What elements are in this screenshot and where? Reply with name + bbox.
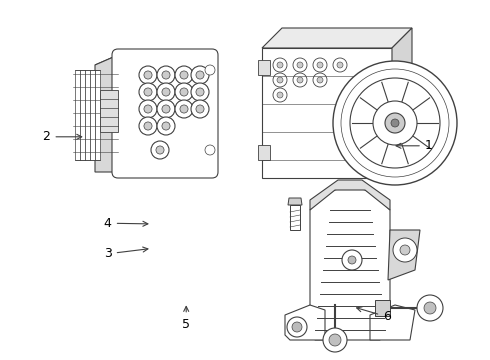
- Polygon shape: [310, 185, 390, 340]
- Circle shape: [317, 62, 323, 68]
- Polygon shape: [375, 300, 390, 316]
- Polygon shape: [290, 205, 300, 230]
- Text: 5: 5: [182, 306, 190, 330]
- Circle shape: [144, 122, 152, 130]
- Circle shape: [277, 62, 283, 68]
- Circle shape: [333, 61, 457, 185]
- Circle shape: [273, 58, 287, 72]
- Polygon shape: [355, 105, 370, 140]
- Circle shape: [175, 66, 193, 84]
- Circle shape: [180, 105, 188, 113]
- Circle shape: [297, 77, 303, 83]
- Polygon shape: [258, 60, 270, 75]
- Circle shape: [139, 100, 157, 118]
- Circle shape: [273, 88, 287, 102]
- FancyBboxPatch shape: [112, 49, 218, 178]
- Polygon shape: [285, 305, 325, 340]
- Circle shape: [277, 92, 283, 98]
- Text: 3: 3: [104, 247, 148, 260]
- Circle shape: [313, 58, 327, 72]
- Polygon shape: [95, 55, 118, 172]
- Circle shape: [191, 83, 209, 101]
- Text: 6: 6: [357, 307, 391, 323]
- Circle shape: [162, 122, 170, 130]
- Circle shape: [157, 66, 175, 84]
- Circle shape: [144, 71, 152, 79]
- Circle shape: [293, 73, 307, 87]
- Circle shape: [156, 146, 164, 154]
- Circle shape: [157, 100, 175, 118]
- Polygon shape: [258, 145, 270, 160]
- Polygon shape: [85, 70, 90, 160]
- Circle shape: [196, 88, 204, 96]
- Circle shape: [180, 71, 188, 79]
- Circle shape: [313, 73, 327, 87]
- Circle shape: [391, 119, 399, 127]
- Polygon shape: [75, 70, 80, 160]
- Circle shape: [196, 71, 204, 79]
- Circle shape: [287, 317, 307, 337]
- Circle shape: [277, 77, 283, 83]
- Circle shape: [323, 328, 347, 352]
- Circle shape: [417, 295, 443, 321]
- Circle shape: [329, 334, 341, 346]
- Circle shape: [205, 145, 215, 155]
- Circle shape: [196, 105, 204, 113]
- Circle shape: [139, 117, 157, 135]
- Circle shape: [139, 83, 157, 101]
- Circle shape: [139, 66, 157, 84]
- Circle shape: [205, 65, 215, 75]
- Polygon shape: [388, 230, 420, 280]
- Text: 4: 4: [104, 217, 148, 230]
- Circle shape: [157, 117, 175, 135]
- Circle shape: [162, 71, 170, 79]
- Polygon shape: [262, 28, 412, 48]
- Polygon shape: [80, 70, 85, 160]
- Circle shape: [273, 73, 287, 87]
- Circle shape: [144, 105, 152, 113]
- Circle shape: [393, 238, 417, 262]
- Circle shape: [144, 88, 152, 96]
- Circle shape: [424, 302, 436, 314]
- Polygon shape: [392, 28, 412, 178]
- Circle shape: [157, 83, 175, 101]
- Circle shape: [400, 245, 410, 255]
- Circle shape: [385, 113, 405, 133]
- Circle shape: [180, 88, 188, 96]
- Circle shape: [162, 88, 170, 96]
- Circle shape: [175, 83, 193, 101]
- Circle shape: [337, 62, 343, 68]
- Circle shape: [333, 58, 347, 72]
- Circle shape: [292, 322, 302, 332]
- Circle shape: [151, 141, 169, 159]
- Circle shape: [175, 100, 193, 118]
- Circle shape: [191, 66, 209, 84]
- Circle shape: [293, 58, 307, 72]
- Text: 1: 1: [396, 139, 433, 152]
- Polygon shape: [95, 70, 100, 160]
- Circle shape: [297, 62, 303, 68]
- Circle shape: [373, 101, 417, 145]
- Circle shape: [342, 250, 362, 270]
- Polygon shape: [288, 198, 302, 205]
- Circle shape: [162, 105, 170, 113]
- Polygon shape: [90, 70, 95, 160]
- Polygon shape: [262, 48, 392, 178]
- Circle shape: [348, 256, 356, 264]
- Polygon shape: [310, 180, 390, 210]
- Polygon shape: [118, 55, 215, 173]
- Polygon shape: [95, 55, 215, 65]
- Circle shape: [317, 77, 323, 83]
- Text: 2: 2: [43, 130, 82, 143]
- Polygon shape: [370, 305, 415, 340]
- Polygon shape: [100, 90, 118, 132]
- Circle shape: [191, 100, 209, 118]
